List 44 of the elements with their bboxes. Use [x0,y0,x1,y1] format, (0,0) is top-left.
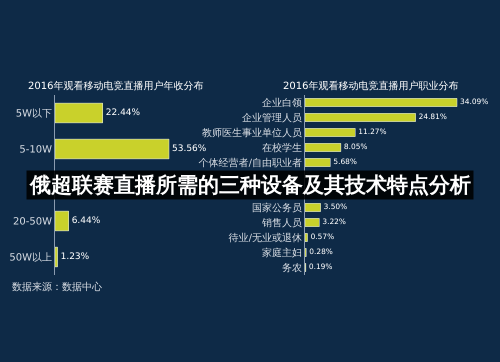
y-tick-label: 务农 [282,262,302,274]
bar [305,128,356,137]
data-label: 5.68% [333,157,357,166]
y-tick-label: 个体经营者/自由职业者 [198,157,302,169]
annotation: 俄超联赛直播所需的三种设备及其技术特点分析 [29,173,471,197]
data-label: 22.44% [106,108,141,118]
data-label: 1.23% [60,252,90,262]
y-tick-label: 企业管理人员 [242,112,302,124]
y-tick-label: 5W以下 [16,108,52,120]
bar [55,102,104,124]
bar [305,158,331,167]
bar [305,218,320,227]
y-tick-label: 销售人员 [261,217,302,229]
data-label: 53.56% [172,144,207,154]
data-label: 0.57% [310,232,334,242]
data-label: 8.05% [344,142,368,152]
data-label: 3.22% [322,217,346,226]
bar [305,143,342,152]
bar [55,210,69,232]
y-tick-label: 国家公务员 [252,202,302,214]
bar [305,113,416,122]
y-tick-label: 20-50W [13,216,52,228]
data-label: 6.44% [72,216,101,226]
data-label: 24.81% [418,112,447,122]
bar [305,203,321,212]
data-label: 34.09% [460,97,488,106]
chart-title: 2016年观看移动电竞直播用户年收分布 [28,80,204,92]
y-tick-label: 5-10W [19,144,52,156]
bar [55,138,170,160]
data-label: 0.19% [308,262,332,272]
bar [305,98,458,107]
y-tick-label: 企业白领 [262,97,302,109]
bar [305,233,308,242]
y-tick-label: 50W以上 [9,252,52,264]
y-tick-label: 在校学生 [262,142,302,154]
chart-title: 2016年观看移动电竞直播用户职业分布 [283,80,458,92]
y-tick-label: 家庭主妇 [262,247,302,259]
y-tick-label: 待业/无业或退休 [228,232,302,244]
data-label: 3.50% [324,202,348,212]
source-note: 数据来源：数据中心 [12,281,102,293]
data-label: 11.27% [358,127,387,136]
y-tick-label: 教师医生事业单位人员 [202,127,302,139]
data-label: 0.28% [309,247,333,256]
bar [55,246,58,268]
